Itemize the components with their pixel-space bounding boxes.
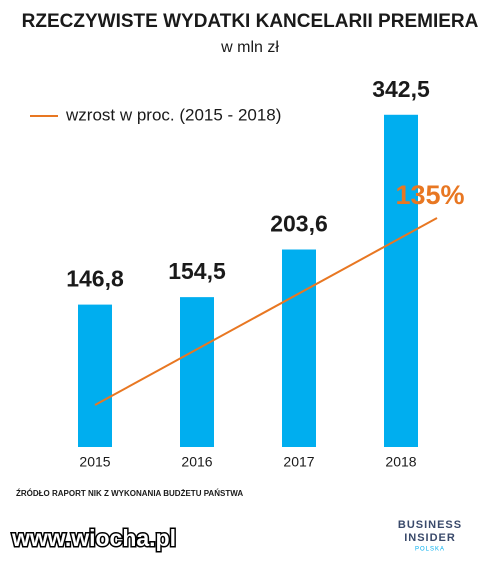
logo: BUSINESS [398,519,462,531]
value-label: 342,5 [372,76,430,102]
bar [282,249,316,447]
bar [180,297,214,447]
legend-label: wzrost w proc. (2015 - 2018) [65,105,281,124]
logo: INSIDER [404,532,456,544]
x-tick-label: 2017 [283,454,314,470]
chart-title: RZECZYWISTE WYDATKI KANCELARII PREMIERA [22,11,479,32]
watermark: www.wiocha.pl [11,525,176,551]
source: ŹRÓDŁO RAPORT NIK Z WYKONANIA BUDŻETU PA… [16,489,243,498]
trend-line [94,217,438,406]
value-label: 203,6 [270,211,328,237]
trend-annotation: 135% [395,180,464,210]
x-tick-label: 2015 [79,454,110,470]
logo: POLSKA [415,547,445,553]
x-tick-label: 2018 [385,454,416,470]
bar [384,114,418,448]
value-label: 146,8 [66,266,124,292]
chart-subtitle: w mln zł [220,39,279,56]
value-label: 154,5 [168,258,226,284]
x-tick-label: 2016 [181,454,212,470]
bar [78,304,112,447]
